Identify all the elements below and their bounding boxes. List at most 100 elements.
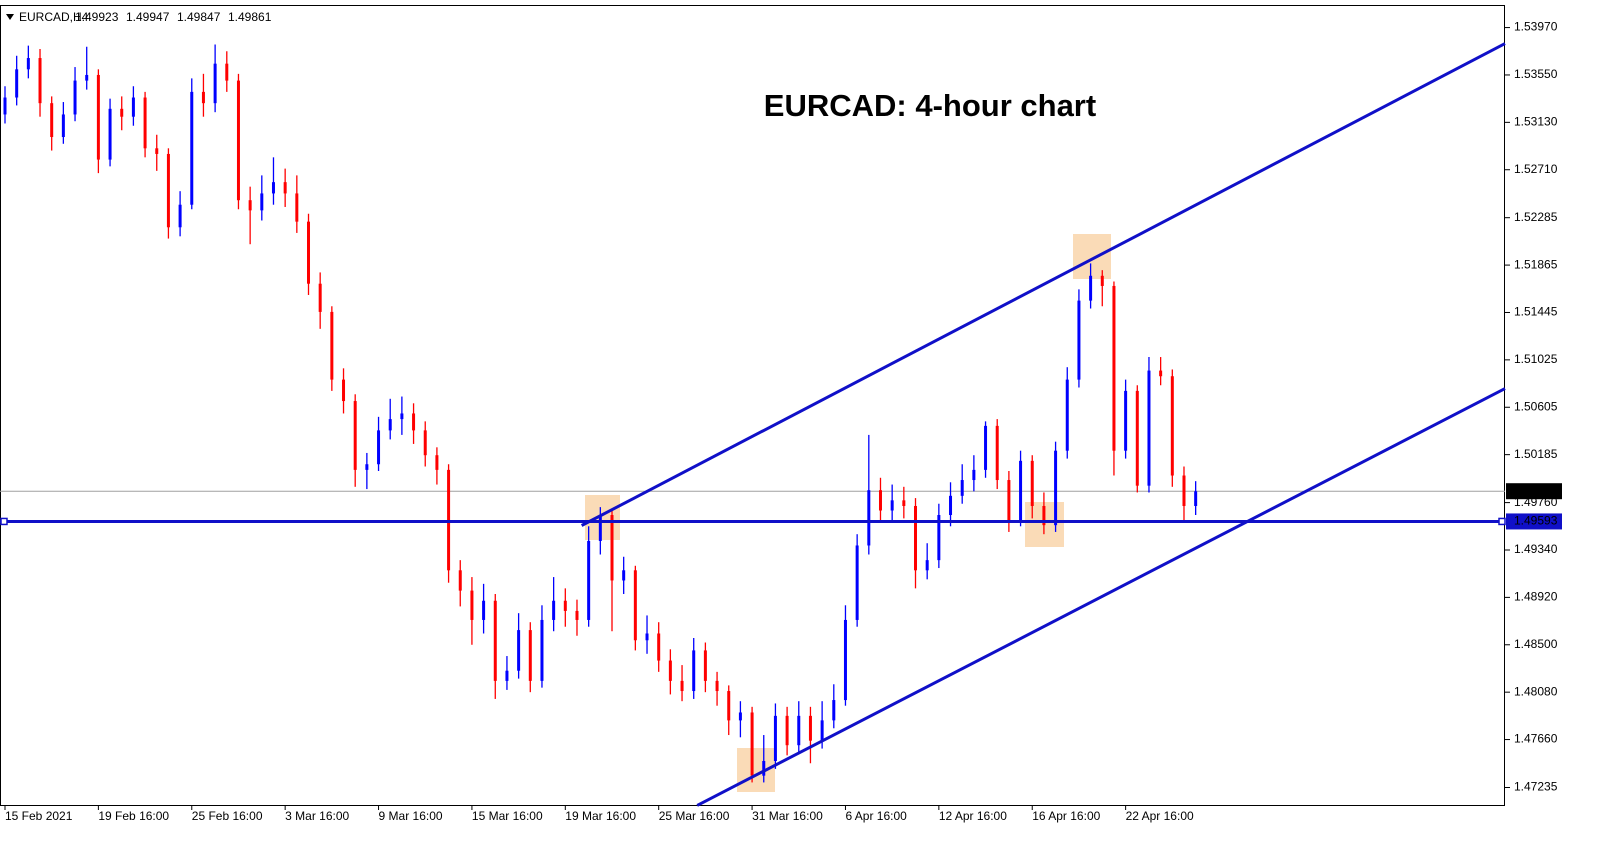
candle-body [552,600,556,620]
candle-body [131,97,135,117]
candle-body [622,570,626,581]
candle-body [260,193,264,211]
candle-body [797,715,801,746]
candle-body [482,600,486,620]
candle-body [1030,460,1034,506]
candle-body [1100,275,1104,286]
candle-body [902,500,906,506]
candle-body [400,413,404,420]
candle-body [949,495,953,516]
candle-body [248,200,252,211]
candle-body [575,610,579,620]
candle-body [388,419,392,431]
candle-body [1182,475,1186,506]
y-tick-label: 1.48500 [1514,637,1558,651]
candle-body [855,545,859,620]
y-tick-label: 1.51445 [1514,305,1558,319]
candle-body [3,97,7,115]
candle-body [995,425,999,481]
y-tick-label: 1.53970 [1514,20,1558,34]
candle-body [937,515,941,561]
y-tick-label: 1.51025 [1514,352,1558,366]
candle-body [657,633,661,661]
candle-body [832,700,836,721]
y-tick-label: 1.47660 [1514,732,1558,746]
candle-body [412,413,416,431]
symbol: EURCAD,H4 [19,10,89,24]
x-tick-label: 22 Apr 16:00 [1126,809,1194,823]
candle-body [972,469,976,481]
candle-body [61,114,65,138]
y-tick-label: 1.53130 [1514,115,1558,129]
candle-body [85,74,89,81]
highlight-boxes [585,234,1111,792]
candle-body [878,490,882,511]
candle-body [1089,275,1093,301]
highlight-box [1073,234,1111,279]
candle-body [960,480,964,496]
y-tick-label: 1.48080 [1514,684,1558,698]
x-tick-label: 12 Apr 16:00 [939,809,1007,823]
candle-body [225,63,229,81]
x-tick-label: 3 Mar 16:00 [285,809,349,823]
candle-body [785,715,789,746]
candle-body [1135,390,1139,486]
candle-body [1077,300,1081,380]
candle-body [984,425,988,470]
candle-body [470,590,474,620]
candle-body [38,58,42,104]
candle-body [1065,379,1069,451]
candle-body [201,91,205,104]
candle-body [867,490,871,546]
y-tick-label: 1.47235 [1514,780,1558,794]
y-tick-label: 1.53550 [1514,67,1558,81]
chart-title: EURCAD: 4-hour chart [764,88,1096,123]
x-tick-label: 25 Mar 16:00 [659,809,730,823]
line-handle [0,517,8,526]
y-tick-label: 1.48920 [1514,590,1558,604]
candle-body [703,650,707,681]
x-tick-label: 6 Apr 16:00 [845,809,907,823]
candle-body [342,379,346,402]
candles [3,44,1198,783]
candle-body [178,204,182,228]
candle-body [493,600,497,681]
menu-arrow[interactable] [6,14,14,20]
candle-body [1159,370,1163,377]
candle-body [26,58,30,70]
x-tick-label: 16 Apr 16:00 [1032,809,1100,823]
candle-body [727,691,731,721]
quote-value: 1.49847 [177,10,221,24]
candle-body [750,712,754,776]
x-tick-label: 15 Feb 2021 [5,809,73,823]
highlight-box [737,748,775,792]
quote-value: 1.49861 [228,10,272,24]
candle-body [155,148,159,154]
candle-body [1007,480,1011,521]
trend-line [580,42,1506,527]
y-tick-label: 1.50605 [1514,399,1558,413]
candle-body [587,540,591,620]
candle-body [680,680,684,692]
candle-body [517,630,521,671]
candle-body [1170,376,1174,476]
candle-body [820,720,824,741]
candle-body [540,619,544,681]
candle-body [318,283,322,312]
support-price-label: 1.49593 [1514,514,1558,528]
x-tick-label: 15 Mar 16:00 [472,809,543,823]
candle-body [1042,505,1046,526]
candle-body [377,430,381,465]
x-tick-label: 25 Feb 16:00 [192,809,263,823]
candle-body [692,650,696,692]
candle-body [563,600,567,611]
candle-body [271,182,275,194]
candle-body [353,401,357,470]
quote-value: 1.49947 [126,10,170,24]
candle-body [598,515,602,541]
candle-body [738,712,742,721]
candle-body [668,660,672,681]
